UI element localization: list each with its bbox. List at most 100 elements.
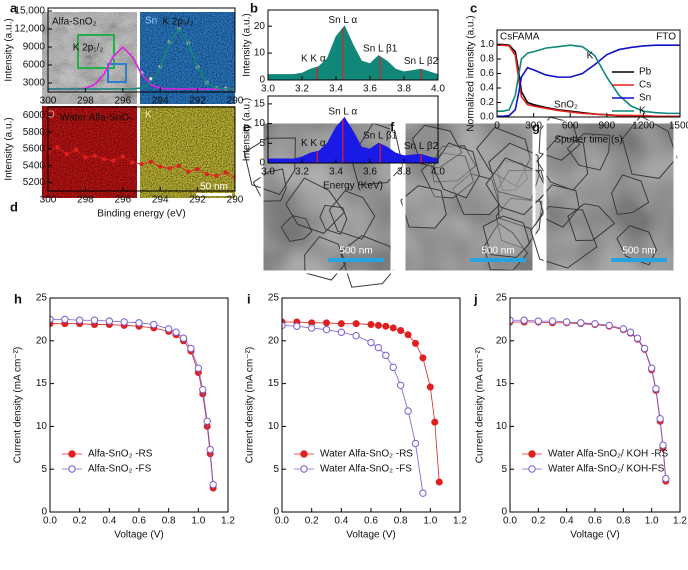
peak-label: Sn L α [328,106,357,117]
x-axis-label: Binding energy (eV) [97,209,185,220]
scale-bar [328,258,384,262]
data-point [105,317,114,325]
grain-boundary [328,190,376,240]
y-axis-label: Current density (mA cm⁻²) [13,347,24,463]
legend-label: Alfa-SnO₂ -FS [88,464,152,475]
panel-label: c [470,0,477,15]
annotation: CsFAMA [500,32,540,43]
data-line [50,319,214,485]
data-point [652,385,660,393]
legend-label: Water Alfa-SnO₂/ KOH-FS [548,464,665,475]
y-tick-label: 10 [254,48,266,59]
x-tick-label: 298 [77,96,94,107]
data-point [435,478,443,486]
plot-area [268,116,438,163]
legend-label: Water Alfa-SnO₂ -RS [320,449,413,460]
y-tick-label: 0.0 [480,112,494,123]
panel-label: i [247,291,251,306]
data-point [562,318,571,326]
legend-label: K [639,106,646,117]
scale-bar [611,258,667,262]
panel-label: h [14,291,22,306]
y-tick-label: 15 [496,378,508,389]
data-point [659,441,667,449]
peak-label: K K α [301,54,326,65]
grain-boundary [566,133,611,171]
data-point [61,315,69,324]
annotation: Water Alfa-SnO₂ [60,113,133,124]
data-point [640,344,649,353]
y-tick-label: 25 [496,293,508,304]
annotation: K 2p₃/₂ [162,17,193,28]
x-tick-label: 292 [189,96,206,107]
y-axis-label: Normalized intensity (a.u.) [466,15,477,131]
data-point [619,325,628,333]
y-tick-label: 20 [254,21,266,32]
data-area [268,25,438,80]
y-tick-label: 6000 [23,60,46,71]
grain-boundary [482,215,531,258]
data-point [322,325,331,334]
x-tick-label: 3.0 [261,167,275,178]
y-tick-label: 3000 [23,78,46,89]
y-tick-label: 15 [36,378,48,389]
grain-boundary [319,204,348,235]
data-point [367,321,375,329]
x-tick-label: 1.2 [673,516,687,527]
data-point [337,320,345,328]
x-tick-label: 298 [77,195,94,206]
x-tick-label: 0.0 [275,516,289,527]
y-tick-label: 25 [36,293,48,304]
y-tick-label: 5 [259,138,265,149]
grain-boundary [616,225,658,266]
x-tick-label: 294 [152,96,169,107]
x-tick-label: 900 [598,121,615,132]
x-tick-label: 1.2 [453,516,467,527]
x-tick-label: 0.6 [132,516,146,527]
data-point [591,319,599,328]
eds-map [140,106,235,198]
map-label: K [145,110,152,121]
data-point [322,319,330,327]
legend-label: Pb [639,67,652,78]
grain-boundary [432,142,480,199]
axes-frame [47,7,236,93]
y-tick-label: 10 [496,421,508,432]
x-tick-label: 3.6 [363,84,377,95]
grain-boundary [304,236,347,281]
data-point [139,162,144,167]
y-tick-label: 5200 [23,177,46,188]
grain-boundary [452,173,500,216]
data-point [158,164,163,169]
plot-area [510,316,670,485]
x-axis-label: Voltage (V) [570,530,619,541]
data-point [55,145,60,150]
data-point [397,327,405,335]
y-axis-label: Current density (mA cm⁻²) [245,347,256,463]
data-line [497,44,680,115]
peak-label: Sn L β1 [363,43,398,54]
x-tick-label: 3.8 [397,167,411,178]
plot: 0.0 0.2 0.4 0.6 0.8 1.0 1.2 0 5 10 15 20 25 Voltage (… [473,291,687,540]
data-point [419,354,427,362]
sem-frame [543,120,677,274]
data-point [307,324,316,332]
axes-frame [47,106,236,192]
y-tick-label: 15 [254,99,266,110]
scale-bar [196,193,232,196]
data-point [209,480,217,489]
x-tick-label: 3.4 [329,167,343,178]
y-tick-label: 0 [501,507,507,518]
data-point [148,159,153,164]
data-point [176,163,181,168]
data-point [389,324,397,332]
data-point [90,316,99,324]
selection-box [107,63,127,83]
y-tick-label: 10 [268,421,280,432]
y-tick-label: 10 [254,118,266,129]
data-point [411,339,419,347]
data-point [64,151,69,157]
data-point [172,328,180,336]
